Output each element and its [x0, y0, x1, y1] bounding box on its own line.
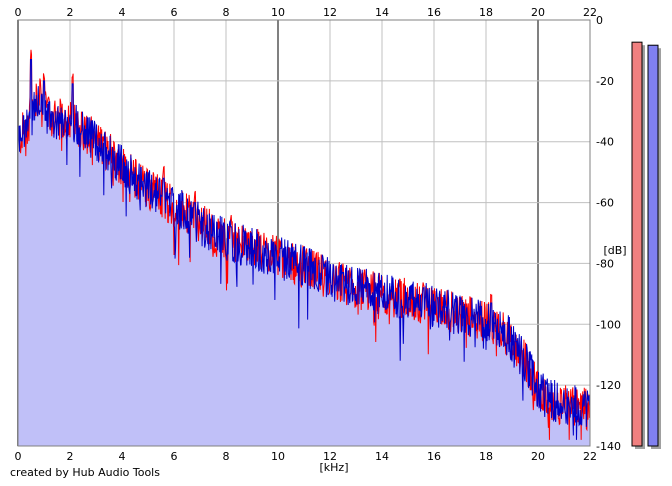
x-tick-label-top: 10 — [271, 6, 285, 19]
x-tick-label-top: 20 — [531, 6, 545, 19]
x-tick-label-top: 16 — [427, 6, 441, 19]
x-tick-label-top: 4 — [119, 6, 126, 19]
x-tick-label-bottom: 14 — [375, 450, 389, 463]
level-meter-bar — [631, 41, 643, 447]
x-tick-label-top: 8 — [223, 6, 230, 19]
x-tick-label-top: 14 — [375, 6, 389, 19]
x-tick-label-bottom: 20 — [531, 450, 545, 463]
spectrum-line-blue — [17, 59, 591, 440]
x-tick-label-top: 22 — [583, 6, 597, 19]
x-tick-label-bottom: 12 — [323, 450, 337, 463]
x-tick-label-bottom: 6 — [171, 450, 178, 463]
x-tick-label-bottom: 16 — [427, 450, 441, 463]
x-tick-label-top: 12 — [323, 6, 337, 19]
y-tick-label: -20 — [596, 75, 614, 88]
x-tick-label-bottom: 4 — [119, 450, 126, 463]
y-axis-label: [dB] — [603, 244, 626, 257]
x-tick-label-top: 6 — [171, 6, 178, 19]
x-tick-label-top: 0 — [15, 6, 22, 19]
x-tick-label-bottom: 2 — [67, 450, 74, 463]
x-tick-label-bottom: 8 — [223, 450, 230, 463]
level-meters — [631, 41, 661, 450]
x-tick-label-bottom: 18 — [479, 450, 493, 463]
spectrum-area — [18, 49, 590, 447]
y-tick-label: -40 — [596, 136, 614, 149]
x-tick-label-top: 2 — [67, 6, 74, 19]
y-tick-label: -100 — [596, 318, 621, 331]
y-tick-label: -60 — [596, 197, 614, 210]
x-tick-label-top: 18 — [479, 6, 493, 19]
y-tick-label: -120 — [596, 379, 621, 392]
x-tick-label-bottom: 22 — [583, 450, 597, 463]
x-axis-label: [kHz] — [320, 461, 349, 474]
y-tick-label: -80 — [596, 257, 614, 270]
y-tick-label: -140 — [596, 440, 621, 453]
y-tick-labels: 0 -20 -40 -60 -80 -100 -120 -140 — [596, 14, 621, 453]
x-tick-label-bottom: 0 — [15, 450, 22, 463]
level-meter-bar — [647, 44, 659, 447]
y-tick-label: 0 — [596, 14, 603, 27]
x-tick-label-bottom: 10 — [271, 450, 285, 463]
credit-text: created by Hub Audio Tools — [10, 466, 160, 479]
plot-frame — [17, 19, 591, 447]
